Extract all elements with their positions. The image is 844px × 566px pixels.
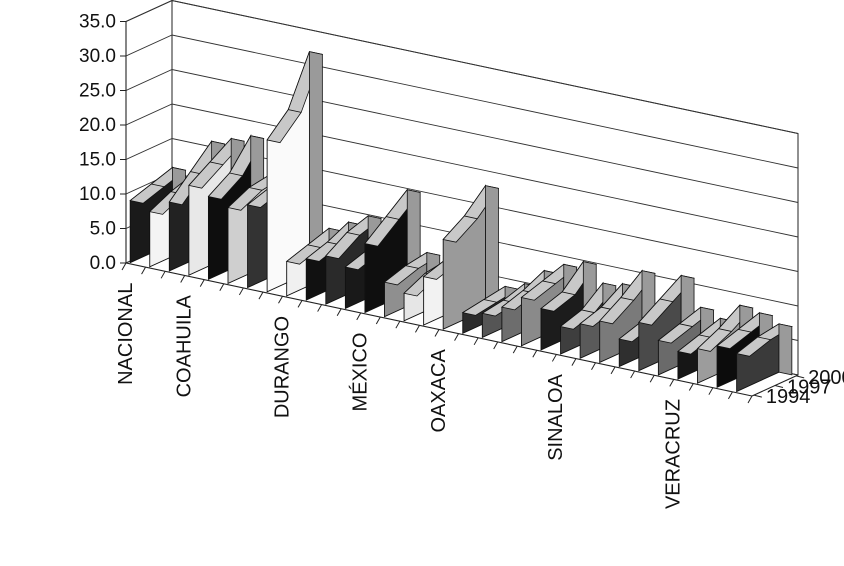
y-tick-label: 0.0: [90, 253, 116, 274]
ribbon-state-8: [266, 51, 323, 293]
gridline: [125, 0, 799, 134]
category-tick: [532, 350, 538, 358]
category-tick: [591, 362, 596, 370]
ribbon-state-32: [735, 323, 793, 393]
category-tick: [434, 329, 440, 337]
category-tick: [415, 325, 420, 333]
category-tick: [121, 262, 127, 271]
series-label: 2000: [808, 367, 844, 389]
category-tick: [336, 308, 342, 316]
axes: [120, 21, 805, 404]
category-tick: [454, 333, 459, 341]
category-tick: [356, 312, 362, 321]
category-tick: [669, 379, 675, 387]
series-label: 1997: [787, 377, 832, 399]
category-tick: [375, 316, 381, 325]
category-label: DURANGO: [271, 316, 293, 418]
gridline: [125, 69, 799, 203]
category-tick: [571, 358, 577, 366]
category-tick: [551, 354, 557, 362]
category-tick: [297, 300, 303, 308]
category-label: COAHUILA: [174, 294, 196, 397]
category-tick: [747, 395, 753, 404]
y-tick-label: 25.0: [79, 81, 116, 102]
y-tick-label: 15.0: [79, 150, 116, 171]
category-tick: [180, 275, 186, 283]
category-label: VERACRUZ: [663, 399, 685, 509]
gridline: [125, 34, 799, 169]
y-tick-label: 10.0: [79, 184, 116, 205]
category-tick: [728, 391, 733, 400]
gridline: [125, 138, 799, 272]
y-tick-label: 5.0: [90, 219, 116, 240]
gridline: [125, 103, 799, 238]
series-tick: [753, 394, 762, 398]
category-label: MÉXICO: [349, 333, 372, 412]
series-tick: [774, 385, 784, 388]
category-tick: [473, 337, 479, 346]
category-tick: [141, 266, 146, 275]
category-tick: [278, 296, 283, 304]
ribbons: [129, 51, 793, 393]
category-tick: [649, 374, 655, 383]
category-tick: [512, 345, 518, 354]
category-tick: [688, 383, 694, 391]
series-label: 1994: [766, 386, 811, 408]
series-tick: [796, 375, 805, 379]
ribbon-state-22: [540, 260, 597, 351]
category-tick: [219, 283, 225, 292]
category-tick: [708, 387, 714, 395]
category-tick: [493, 341, 499, 350]
category-label: SINALOA: [545, 373, 567, 460]
category-tick: [395, 320, 401, 329]
category-tick: [630, 370, 636, 379]
category-label: NACIONAL: [115, 283, 137, 385]
ribbon-side: [778, 323, 793, 376]
category-tick: [199, 279, 205, 287]
y-tick-label: 20.0: [79, 115, 116, 136]
y-tick-label: 30.0: [79, 46, 116, 67]
category-tick: [317, 304, 323, 312]
axis-labels: 0.0 5.0 10.0 15.0 20.0 25.0 30.0 35.0 NACIONAL CO…: [79, 12, 844, 510]
y-tick-label: 35.0: [79, 12, 116, 33]
category-label: OAXACA: [428, 349, 450, 433]
category-tick: [238, 287, 244, 296]
category-tick: [610, 366, 616, 375]
category-tick: [160, 271, 166, 279]
category-tick: [258, 291, 264, 300]
